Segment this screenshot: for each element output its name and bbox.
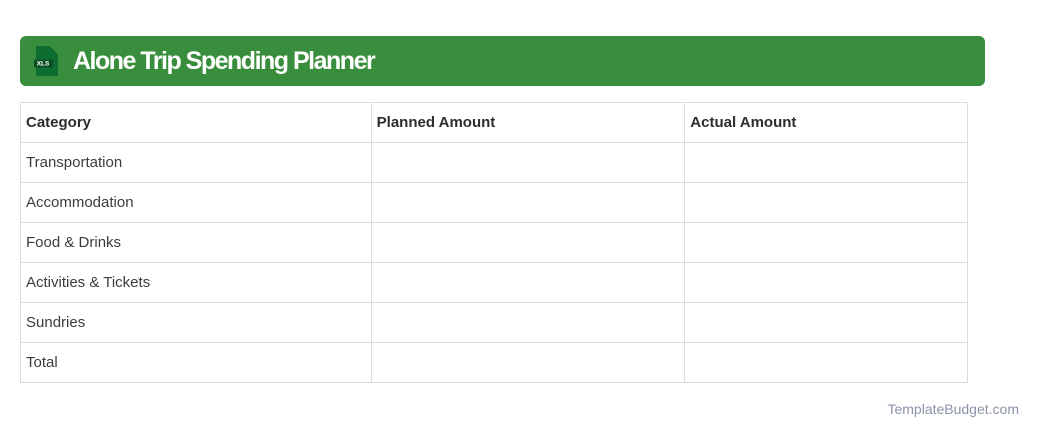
svg-text:XLS: XLS <box>37 61 50 68</box>
